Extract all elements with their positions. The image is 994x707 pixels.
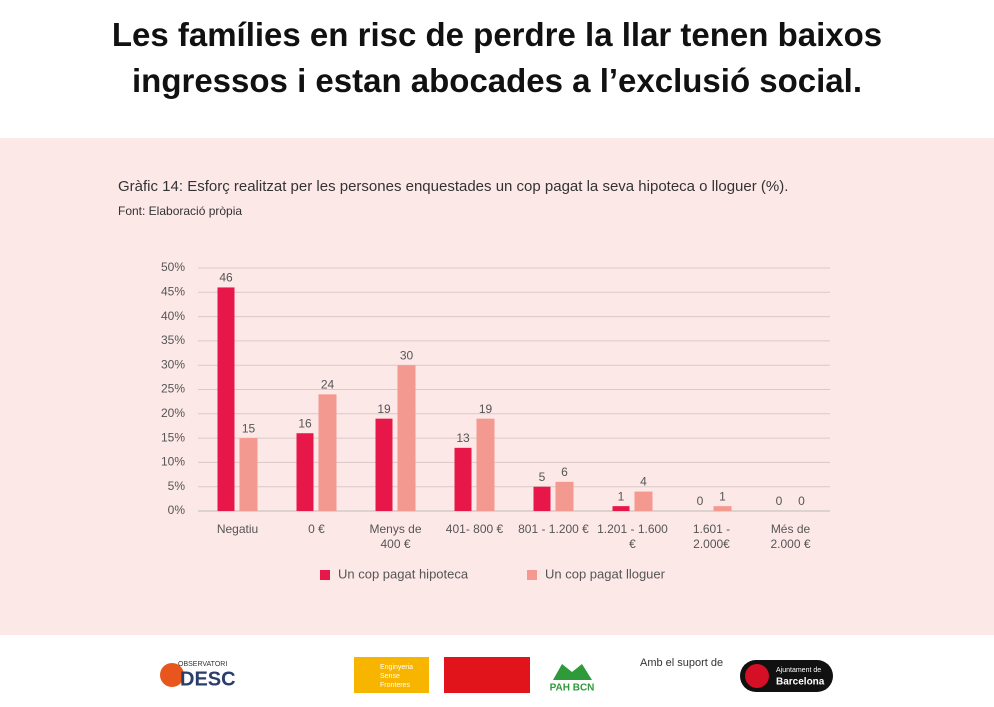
bar bbox=[476, 418, 495, 511]
bar bbox=[533, 486, 551, 511]
logo-text: PAH BCN bbox=[550, 683, 595, 694]
y-tick-label: 20% bbox=[161, 406, 185, 420]
bar bbox=[397, 365, 416, 511]
x-tick-label: Més de 2.000 € bbox=[770, 522, 811, 551]
y-tick-label: 0% bbox=[168, 503, 186, 517]
y-tick-label: 5% bbox=[168, 479, 186, 493]
logo-shape bbox=[354, 657, 429, 693]
logo-text: Enginyeria Sense Fronteres bbox=[380, 664, 414, 689]
data-label: 19 bbox=[377, 402, 391, 416]
logo-shape bbox=[270, 660, 334, 690]
logo-shape bbox=[160, 663, 184, 687]
chart-subtitle: Font: Elaboració pròpia bbox=[118, 204, 242, 218]
bar bbox=[634, 491, 653, 511]
y-tick-label: 45% bbox=[161, 284, 185, 298]
bar bbox=[375, 418, 393, 511]
bar bbox=[454, 447, 472, 511]
data-label: 4 bbox=[640, 475, 647, 489]
data-label: 19 bbox=[479, 402, 493, 416]
logo-text: Barcelona bbox=[776, 677, 825, 688]
data-label: 1 bbox=[618, 489, 625, 503]
chart-title: Gràfic 14: Esforç realitzat per les pers… bbox=[118, 178, 788, 195]
x-tick-label: 1.601 - 2.000€ bbox=[692, 522, 731, 551]
y-tick-label: 25% bbox=[161, 382, 185, 396]
y-tick-label: 15% bbox=[161, 430, 185, 444]
bar bbox=[713, 506, 732, 511]
data-label: 0 bbox=[776, 494, 783, 508]
data-label: 15 bbox=[242, 421, 256, 435]
data-label: 24 bbox=[321, 378, 335, 392]
bar bbox=[318, 394, 337, 511]
y-tick-label: 30% bbox=[161, 357, 185, 371]
data-label: 16 bbox=[298, 416, 312, 430]
bar bbox=[217, 287, 235, 511]
data-label: 1 bbox=[719, 489, 726, 503]
x-tick-label: Menys de 400 € bbox=[369, 522, 422, 551]
logo-shape bbox=[745, 664, 769, 688]
legend-swatch bbox=[320, 570, 330, 580]
data-label: 0 bbox=[697, 494, 704, 508]
legend-swatch bbox=[527, 570, 537, 580]
x-tick-label: 801 - 1.200 € bbox=[518, 522, 589, 536]
logo-text: DESC bbox=[180, 668, 236, 690]
logo-shape bbox=[444, 657, 530, 693]
data-label: 46 bbox=[219, 271, 233, 285]
y-tick-label: 10% bbox=[161, 455, 185, 469]
bar bbox=[555, 481, 574, 511]
logo-text: OBSERVATORI bbox=[178, 661, 227, 668]
x-tick-label: Negatiu bbox=[216, 522, 259, 536]
chart-panel bbox=[0, 138, 994, 635]
data-label: 5 bbox=[539, 470, 546, 484]
data-label: 0 bbox=[798, 494, 805, 508]
y-tick-label: 40% bbox=[161, 309, 185, 323]
bar bbox=[296, 433, 314, 511]
support-text: Amb el suport de bbox=[640, 657, 723, 669]
logo-text: Ajuntament de bbox=[776, 667, 821, 674]
data-label: 13 bbox=[456, 431, 470, 445]
legend-label: Un cop pagat hipoteca bbox=[338, 566, 469, 581]
x-tick-label: 401- 800 € bbox=[445, 522, 504, 536]
data-label: 30 bbox=[400, 348, 414, 362]
logo-box: Enginyeria Sense Fronteres bbox=[380, 664, 414, 689]
legend-label: Un cop pagat lloguer bbox=[545, 566, 666, 581]
bar bbox=[612, 506, 630, 511]
x-tick-label: 0 € bbox=[308, 522, 325, 536]
y-tick-label: 50% bbox=[161, 260, 185, 274]
x-tick-label: 1.201 - 1.600 € bbox=[597, 522, 668, 551]
y-tick-label: 35% bbox=[161, 333, 185, 347]
page-title: Les famílies en risc de perdre la llar t… bbox=[111, 16, 883, 99]
bar bbox=[239, 438, 258, 511]
logo-shape bbox=[553, 664, 592, 680]
data-label: 6 bbox=[561, 465, 568, 479]
